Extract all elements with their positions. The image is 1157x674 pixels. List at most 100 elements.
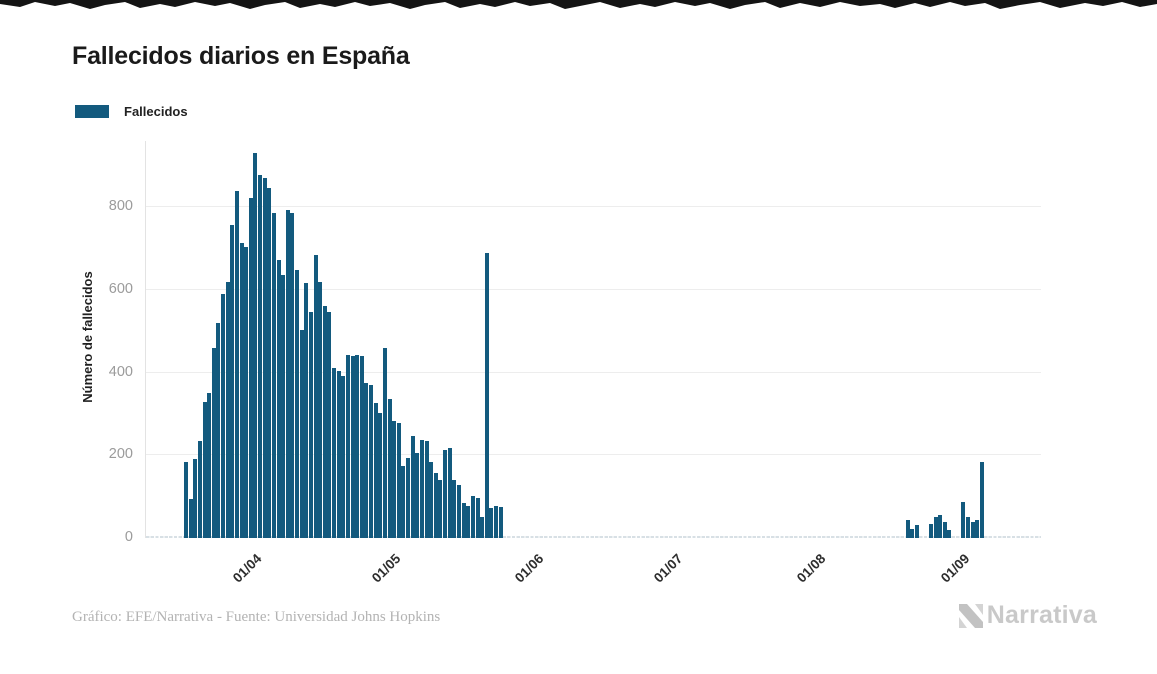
bar-17/04[interactable] xyxy=(322,306,327,538)
bar-02/09[interactable] xyxy=(961,502,966,538)
bar-18/05[interactable] xyxy=(466,506,471,538)
bar-11/04[interactable] xyxy=(295,270,300,538)
bar-01/04[interactable] xyxy=(248,198,253,538)
bar-23/03[interactable] xyxy=(207,393,212,538)
bar-18/03[interactable] xyxy=(184,461,188,538)
bar-16/05[interactable] xyxy=(456,484,461,538)
bar-14/05[interactable] xyxy=(447,447,452,538)
bar-10/05[interactable] xyxy=(429,461,434,538)
gridline-y-200 xyxy=(146,454,1041,456)
bar-10/04[interactable] xyxy=(290,212,295,538)
bar-11/05[interactable] xyxy=(433,473,438,538)
narrativa-logo: Narrativa xyxy=(958,601,1097,630)
y-tick-label-800: 800 xyxy=(108,198,133,215)
bar-19/05[interactable] xyxy=(470,496,475,538)
bar-13/05[interactable] xyxy=(443,449,448,538)
bar-30/03[interactable] xyxy=(239,243,244,538)
legend-item-fallecidos[interactable]: Fallecidos xyxy=(75,104,188,119)
bar-17/05[interactable] xyxy=(461,502,466,538)
bar-27/08[interactable] xyxy=(933,517,938,538)
bar-14/04[interactable] xyxy=(308,312,313,538)
bar-09/04[interactable] xyxy=(285,210,290,538)
bar-20/05[interactable] xyxy=(475,497,480,538)
bar-15/04[interactable] xyxy=(313,254,318,538)
bar-02/05[interactable] xyxy=(392,421,397,538)
bar-26/04[interactable] xyxy=(364,382,369,538)
bar-23/08[interactable] xyxy=(915,525,920,538)
bar-27/03[interactable] xyxy=(225,282,230,538)
bar-31/03[interactable] xyxy=(244,247,249,538)
narrativa-logo-icon xyxy=(958,603,983,628)
bar-16/04[interactable] xyxy=(318,281,323,538)
zero-baseline-dashed xyxy=(146,536,1041,538)
bar-03/05[interactable] xyxy=(396,423,401,538)
source-credit: Gráfico: EFE/Narrativa - Fuente: Univers… xyxy=(72,609,441,625)
bar-24/03[interactable] xyxy=(211,347,216,538)
bar-20/04[interactable] xyxy=(336,371,341,538)
bar-13/04[interactable] xyxy=(304,282,309,538)
bar-08/05[interactable] xyxy=(419,439,424,538)
legend-swatch xyxy=(75,105,109,118)
bar-26/03[interactable] xyxy=(221,294,226,538)
bar-05/09[interactable] xyxy=(975,520,980,538)
bar-22/05[interactable] xyxy=(484,253,489,538)
bar-28/04[interactable] xyxy=(373,403,378,538)
bar-05/05[interactable] xyxy=(406,458,411,538)
bar-25/03[interactable] xyxy=(216,322,221,538)
bar-15/05[interactable] xyxy=(452,479,457,538)
bar-26/08[interactable] xyxy=(928,523,933,538)
bar-03/09[interactable] xyxy=(965,516,970,538)
bar-28/03[interactable] xyxy=(230,224,235,538)
bar-23/05[interactable] xyxy=(489,507,494,538)
y-tick-label-400: 400 xyxy=(108,363,133,380)
bar-21/04[interactable] xyxy=(341,376,346,538)
bar-22/03[interactable] xyxy=(202,401,207,538)
bar-04/09[interactable] xyxy=(970,521,975,538)
bar-30/04[interactable] xyxy=(382,348,387,538)
bar-21/08[interactable] xyxy=(905,520,910,538)
bar-22/08[interactable] xyxy=(910,528,915,538)
bar-12/04[interactable] xyxy=(299,329,304,538)
bar-29/04[interactable] xyxy=(378,413,383,538)
bar-09/05[interactable] xyxy=(424,441,429,538)
bar-08/04[interactable] xyxy=(281,275,286,538)
bar-21/05[interactable] xyxy=(480,516,485,538)
bar-25/05[interactable] xyxy=(498,507,503,538)
bar-21/03[interactable] xyxy=(197,440,202,538)
bar-06/05[interactable] xyxy=(410,436,415,538)
bar-27/04[interactable] xyxy=(369,384,374,538)
gridline-y-600 xyxy=(146,288,1041,290)
bar-12/05[interactable] xyxy=(438,479,443,538)
bar-04/05[interactable] xyxy=(401,466,406,538)
bar-29/08[interactable] xyxy=(942,522,947,538)
bar-04/04[interactable] xyxy=(262,178,267,538)
narrativa-logo-text: Narrativa xyxy=(986,601,1097,629)
bar-24/05[interactable] xyxy=(494,506,498,538)
y-tick-label-200: 200 xyxy=(108,446,133,463)
torn-paper-edge xyxy=(0,0,1157,9)
bar-24/04[interactable] xyxy=(355,354,360,538)
bar-02/04[interactable] xyxy=(253,153,258,538)
bar-18/04[interactable] xyxy=(327,312,332,538)
bar-01/05[interactable] xyxy=(387,399,392,538)
bar-05/04[interactable] xyxy=(267,188,272,538)
bar-30/08[interactable] xyxy=(947,529,952,538)
bar-20/03[interactable] xyxy=(193,459,198,538)
bar-28/08[interactable] xyxy=(938,514,943,538)
bar-25/04[interactable] xyxy=(359,356,364,538)
bar-22/04[interactable] xyxy=(345,354,350,538)
bar-07/04[interactable] xyxy=(276,260,281,538)
gridline-y-400 xyxy=(146,371,1041,373)
bar-03/04[interactable] xyxy=(258,175,263,538)
bar-23/04[interactable] xyxy=(350,356,355,538)
bar-06/04[interactable] xyxy=(271,212,276,538)
bar-19/03[interactable] xyxy=(188,498,193,538)
gridline-y-800 xyxy=(146,206,1041,208)
bar-29/03[interactable] xyxy=(234,190,239,538)
bar-06/09[interactable] xyxy=(979,461,984,538)
bar-07/05[interactable] xyxy=(415,452,420,538)
bar-19/04[interactable] xyxy=(332,368,337,538)
y-tick-label-600: 600 xyxy=(108,280,133,297)
plot-area: 01/04 01/05 01/06 01/07 01/08 01/09 xyxy=(145,141,1041,586)
